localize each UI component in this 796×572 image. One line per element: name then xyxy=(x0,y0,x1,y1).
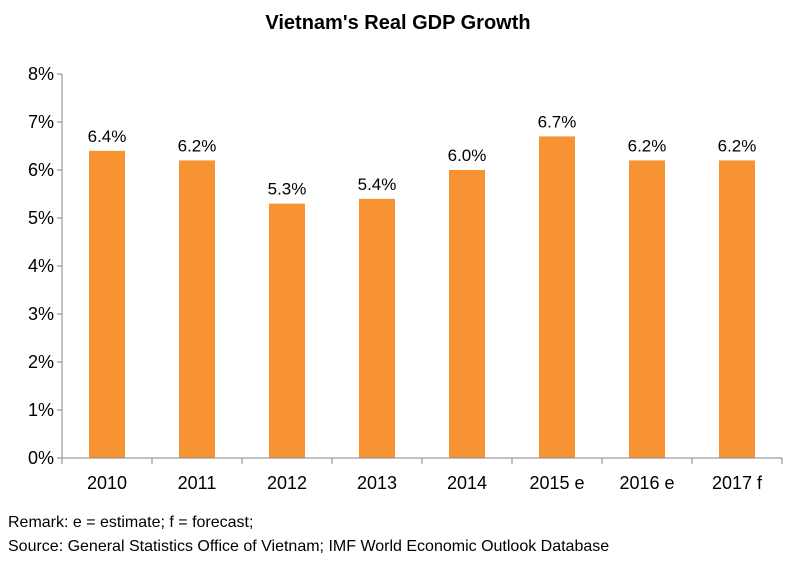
bar xyxy=(449,170,485,458)
data-label: 6.2% xyxy=(718,136,757,155)
bars xyxy=(89,136,755,459)
bar xyxy=(539,136,575,458)
x-tick-label: 2012 xyxy=(267,473,307,493)
x-tick-label: 2013 xyxy=(357,473,397,493)
data-label: 6.0% xyxy=(448,146,487,165)
x-axis-labels: 2010 2011 2012 2013 2014 2015 e 2016 e 2017 f xyxy=(87,473,763,493)
x-tick-label: 2015 e xyxy=(529,473,584,493)
source-note: Source: General Statistics Office of Vie… xyxy=(8,538,610,555)
x-tick-label: 2011 xyxy=(178,473,217,493)
remark-note: Remark: e = estimate; f = forecast; xyxy=(8,514,254,531)
y-tick-label: 4% xyxy=(28,256,54,276)
data-label: 5.3% xyxy=(268,180,307,199)
bar xyxy=(89,150,125,459)
y-tick-label: 2% xyxy=(28,352,54,372)
bar xyxy=(719,160,755,458)
y-axis-ticks: 0% 1% 2% 3% 4% 5% 6% 7% 8% xyxy=(28,64,62,468)
data-label: 6.2% xyxy=(628,136,667,155)
y-tick-label: 3% xyxy=(28,304,54,324)
x-tick-label: 2010 xyxy=(87,473,127,493)
axes xyxy=(61,74,783,464)
chart-title: Vietnam's Real GDP Growth xyxy=(265,12,531,34)
data-label: 6.7% xyxy=(538,112,577,131)
bar xyxy=(359,198,395,459)
y-tick-label: 1% xyxy=(28,400,54,420)
data-labels: 6.4% 6.2% 5.3% 5.4% 6.0% 6.7% 6.2% 6.2% xyxy=(88,112,757,198)
y-tick-label: 0% xyxy=(28,448,54,468)
x-tick-label: 2014 xyxy=(447,473,487,493)
x-tick-label: 2016 e xyxy=(619,473,674,493)
y-tick-label: 8% xyxy=(28,64,54,84)
bar xyxy=(629,160,665,458)
bar xyxy=(179,160,215,458)
data-label: 5.4% xyxy=(358,175,397,194)
bar xyxy=(269,203,305,458)
y-tick-label: 7% xyxy=(28,112,54,132)
data-label: 6.2% xyxy=(178,136,217,155)
data-label: 6.4% xyxy=(88,127,127,146)
y-tick-label: 5% xyxy=(28,208,54,228)
x-tick-label: 2017 f xyxy=(712,473,763,493)
y-tick-label: 6% xyxy=(28,160,54,180)
